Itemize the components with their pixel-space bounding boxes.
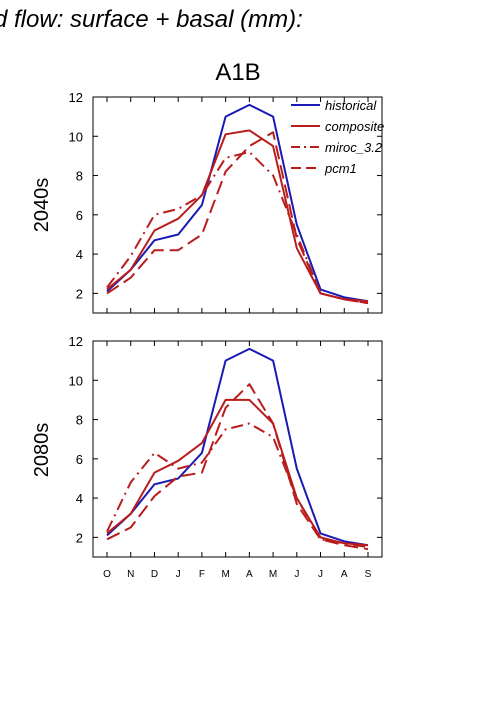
figure-title: d flow: surface + basal (mm): (0, 6, 303, 33)
chart-panel-2080s: 2 4 6 8 10 12 O N D J F M A M J J A S 2080s (31, 334, 383, 580)
x-tick-label: F (199, 569, 205, 580)
legend-label: miroc_3.2 (325, 140, 383, 155)
y-tick-label: 6 (76, 208, 83, 223)
chart-panel-2040s: 2 4 6 8 10 12 2040s historical composite miroc_3.… (31, 90, 384, 314)
series-line-miroc-3-2 (106, 151, 369, 305)
x-tick-label: D (151, 569, 158, 580)
y-tick-label: 2 (76, 286, 83, 301)
series-line-historical (106, 103, 369, 303)
series-line-pcm1 (106, 383, 369, 551)
series-line-historical (106, 347, 369, 547)
scenario-title: A1B (215, 59, 260, 86)
x-tick-label: N (127, 569, 134, 580)
legend-label: composite (325, 119, 384, 134)
x-tick-label: J (318, 569, 323, 580)
chart-panels: 2 4 6 8 10 12 2040s historical composite miroc_3.… (31, 90, 384, 580)
y-tick-label: 6 (76, 452, 83, 467)
plot-frame (92, 340, 383, 558)
y-tick-label: 8 (76, 169, 83, 184)
series-line-pcm1 (106, 131, 369, 305)
row-label: 2080s (31, 423, 53, 478)
y-tick-label: 4 (76, 491, 83, 506)
row-label: 2040s (31, 178, 53, 233)
legend-label: historical (325, 98, 377, 113)
x-tick-label: J (176, 569, 181, 580)
y-tick-label: 4 (76, 247, 83, 262)
y-tick-label: 12 (69, 90, 83, 105)
series-line-miroc-3-2 (106, 422, 369, 549)
y-tick-label: 8 (76, 413, 83, 428)
legend-label: pcm1 (324, 161, 357, 176)
y-tick-label: 12 (69, 334, 83, 349)
x-tick-label: A (246, 569, 253, 580)
y-tick-label: 10 (69, 373, 83, 388)
legend: historical composite miroc_3.2 pcm1 (291, 98, 384, 176)
x-tick-label: M (221, 569, 229, 580)
x-tick-label: M (269, 569, 277, 580)
x-tick-label: S (365, 569, 372, 580)
x-tick-label: J (294, 569, 299, 580)
x-tick-label: O (103, 569, 111, 580)
series-line-composite (106, 129, 369, 303)
plot-frame (92, 96, 383, 314)
y-tick-label: 10 (69, 129, 83, 144)
x-tick-label: A (341, 569, 348, 580)
y-tick-label: 2 (76, 530, 83, 545)
series-line-composite (106, 398, 369, 547)
